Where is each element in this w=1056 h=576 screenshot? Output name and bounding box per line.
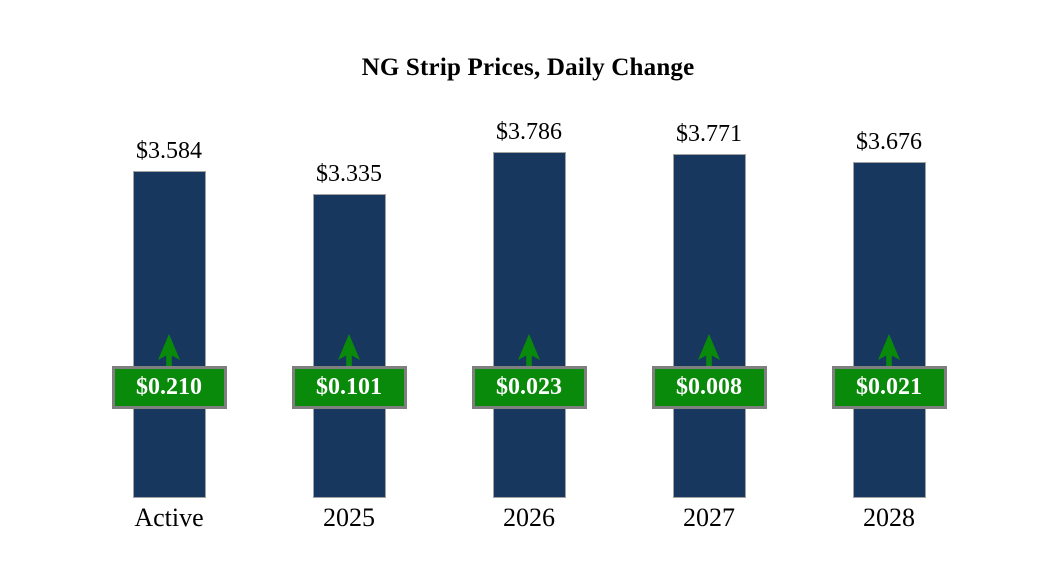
change-badge: $0.210 — [111, 366, 227, 409]
bar-value-label: $3.335 — [316, 161, 382, 187]
bar — [852, 162, 926, 498]
category-label: 2027 — [683, 503, 735, 532]
up-arrow-icon — [698, 334, 720, 368]
category-label: 2026 — [503, 503, 555, 532]
up-arrow-icon — [518, 334, 540, 368]
bar — [672, 154, 746, 498]
category-label: Active — [134, 503, 204, 532]
bar — [492, 152, 566, 498]
bar-value-label: $3.771 — [676, 121, 742, 147]
up-arrow-icon — [158, 334, 180, 368]
change-badge: $0.101 — [291, 366, 407, 409]
change-badge: $0.023 — [471, 366, 587, 409]
chart-title: NG Strip Prices, Daily Change — [361, 54, 695, 81]
bar-value-label: $3.584 — [136, 138, 202, 164]
up-arrow-icon — [878, 334, 900, 368]
bar-value-label: $3.786 — [496, 119, 562, 145]
up-arrow-icon — [338, 334, 360, 368]
change-badge: $0.021 — [831, 366, 947, 409]
change-badge: $0.008 — [651, 366, 767, 409]
bar-value-label: $3.676 — [856, 129, 922, 155]
category-label: 2025 — [323, 503, 375, 532]
category-label: 2028 — [863, 503, 915, 532]
